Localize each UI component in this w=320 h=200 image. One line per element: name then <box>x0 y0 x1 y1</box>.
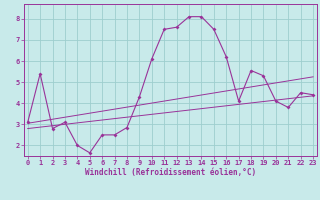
X-axis label: Windchill (Refroidissement éolien,°C): Windchill (Refroidissement éolien,°C) <box>85 168 256 177</box>
